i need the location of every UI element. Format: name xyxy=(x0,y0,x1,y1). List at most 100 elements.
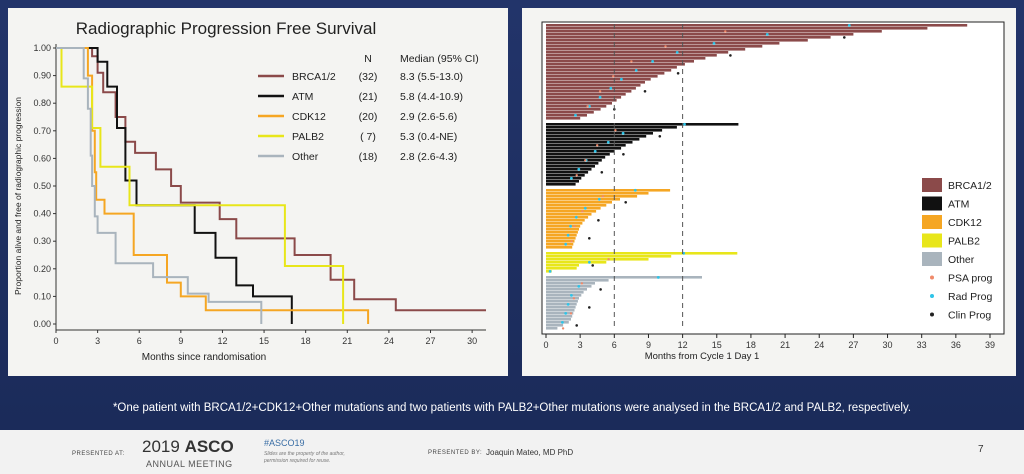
swimmer-bar xyxy=(546,30,882,33)
psa-prog-marker xyxy=(614,129,617,132)
presented-at-label: PRESENTED AT: xyxy=(72,451,125,457)
psa-prog-marker xyxy=(586,105,589,108)
swimmer-bar xyxy=(546,318,571,321)
swimmer-bar xyxy=(546,135,647,138)
km-y-tick-label: 0.10 xyxy=(33,291,51,301)
km-chart: Radiographic Progression Free Survival 0… xyxy=(13,19,486,363)
swimmer-bar xyxy=(546,243,574,246)
swimmer-bar xyxy=(546,231,578,234)
swimmer-bar xyxy=(546,267,577,270)
km-legend-n: ( 7) xyxy=(360,131,376,143)
km-x-tick-label: 15 xyxy=(259,336,269,346)
swimmer-bar xyxy=(546,216,589,219)
rad-prog-marker xyxy=(574,113,577,117)
swimmer-bar xyxy=(546,306,576,309)
km-x-tick-label: 30 xyxy=(467,336,477,346)
psa-prog-marker xyxy=(561,327,565,330)
rad-prog-marker xyxy=(597,197,601,201)
swimmer-x-tick-label: 9 xyxy=(646,340,651,350)
footer-bar: PRESENTED AT: 2019 ASCO ANNUAL MEETING #… xyxy=(0,430,1024,474)
rad-prog-marker xyxy=(609,86,613,90)
swimmer-legend-label: Clin Prog xyxy=(948,310,991,322)
swimmer-x-tick-label: 21 xyxy=(780,340,790,350)
swimmer-bar xyxy=(546,309,575,312)
rad-prog-marker xyxy=(577,285,581,288)
km-legend-n: (32) xyxy=(359,71,378,83)
swimmer-bar xyxy=(546,69,672,72)
km-legend-median: 2.8 (2.6-4.3) xyxy=(400,151,457,163)
km-legend-median: 5.8 (4.4-10.9) xyxy=(400,91,463,103)
rad-prog-marker xyxy=(566,233,570,237)
swimmer-bar xyxy=(546,93,626,96)
km-legend-median: 5.3 (0.4-NE) xyxy=(400,131,457,143)
km-legend: N Median (95% CI) BRCA1/2 (32) 8.3 (5.5-13… xyxy=(258,53,479,163)
swimmer-x-tick-label: 12 xyxy=(678,340,688,350)
swimmer-bar xyxy=(546,96,622,99)
rad-prog-marker xyxy=(651,60,654,63)
swimmer-legend: BRCA1/2 ATM CDK12 PALB2 Other PSA prog Rad Pro… xyxy=(922,178,993,322)
swimmer-bar xyxy=(546,63,685,66)
km-ylabel: Proportion alive and free of radiographi… xyxy=(13,97,23,295)
swimmer-bar xyxy=(546,99,617,102)
swimmer-bar xyxy=(546,84,641,87)
km-y-tick-label: 0.20 xyxy=(33,264,51,274)
swimmer-x-tick-label: 33 xyxy=(917,340,927,350)
km-legend-name: PALB2 xyxy=(292,131,324,143)
km-x-tick-label: 9 xyxy=(178,336,183,346)
km-title: Radiographic Progression Free Survival xyxy=(76,19,376,38)
swimmer-bar xyxy=(546,114,587,117)
annual-meeting-text: ANNUAL MEETING xyxy=(146,459,233,469)
swimmer-bar xyxy=(546,75,658,78)
km-legend-name: CDK12 xyxy=(292,111,326,123)
rad-prog-marker xyxy=(683,122,686,126)
rad-prog-marker xyxy=(577,167,581,171)
swimmer-bar xyxy=(546,129,663,132)
swimmer-legend-label: BRCA1/2 xyxy=(948,180,992,192)
swimmer-bar xyxy=(546,213,592,216)
swimmer-bar xyxy=(546,219,585,222)
swimmer-bar xyxy=(546,66,677,69)
swimmer-bar xyxy=(546,36,831,39)
swimmer-bar xyxy=(546,147,622,150)
swimmer-bar xyxy=(546,300,578,303)
rad-prog-marker xyxy=(620,77,623,81)
swimmer-bar xyxy=(546,78,651,81)
km-y-tick-label: 0.80 xyxy=(33,98,51,108)
swimmer-bar xyxy=(546,42,780,45)
rad-prog-marker xyxy=(588,104,591,108)
swimmer-legend-box xyxy=(922,215,942,229)
swimmer-bar xyxy=(546,288,587,291)
km-chart-panel: Radiographic Progression Free Survival 0… xyxy=(8,8,508,376)
rad-prog-marker xyxy=(621,131,625,135)
swimmer-bar xyxy=(546,27,928,30)
swimmer-bar xyxy=(546,159,602,162)
rad-prog-marker xyxy=(675,51,679,54)
swimmer-bar xyxy=(546,261,607,264)
km-y-tick-label: 0.00 xyxy=(33,319,51,329)
swimmer-bar xyxy=(546,111,594,114)
swimmer-x-tick-label: 15 xyxy=(712,340,722,350)
km-x-tick-label: 27 xyxy=(426,336,436,346)
asco-logo-text: ASCO xyxy=(184,437,234,456)
km-x-tick-label: 3 xyxy=(95,336,100,346)
swimmer-bar xyxy=(546,195,638,198)
km-series-other xyxy=(56,47,263,324)
rad-prog-marker xyxy=(593,149,597,153)
swimmer-bar xyxy=(546,48,746,51)
swimmer-bar xyxy=(546,264,579,267)
swimmer-bar xyxy=(546,183,576,186)
swimmer-bar xyxy=(546,126,677,129)
km-x-tick-label: 12 xyxy=(217,336,227,346)
swimmer-chart-panel: 0 3 6 9 12 15 18 21 24 27 30 33 36 39 Months from Cyc… xyxy=(522,8,1016,376)
psa-prog-marker xyxy=(581,210,584,213)
km-legend-n-header: N xyxy=(364,53,372,65)
km-y-tick-label: 0.60 xyxy=(33,153,51,163)
rad-prog-marker xyxy=(569,224,572,228)
presenter-name: Joaquin Mateo, MD PhD xyxy=(486,448,574,457)
swimmer-bar xyxy=(546,276,702,279)
swimmer-bar xyxy=(546,285,592,288)
swimmer-bar xyxy=(546,24,968,27)
rad-prog-marker xyxy=(765,33,769,36)
meeting-logo: 2019 ASCO xyxy=(142,437,234,457)
rad-prog-marker xyxy=(564,312,568,315)
